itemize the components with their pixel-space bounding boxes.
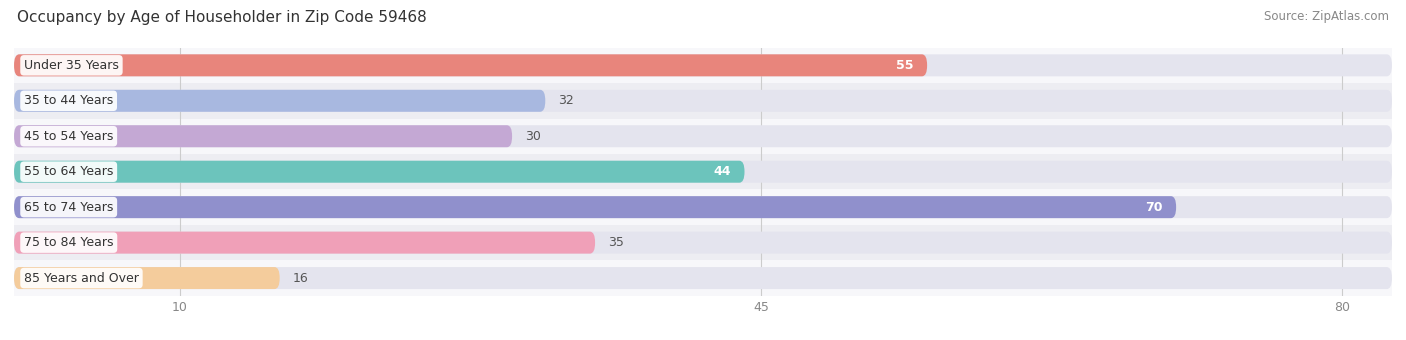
Text: Source: ZipAtlas.com: Source: ZipAtlas.com <box>1264 10 1389 23</box>
FancyBboxPatch shape <box>14 161 745 183</box>
Text: 70: 70 <box>1146 201 1163 214</box>
Text: 35: 35 <box>609 236 624 249</box>
Text: Occupancy by Age of Householder in Zip Code 59468: Occupancy by Age of Householder in Zip C… <box>17 10 426 25</box>
Text: 30: 30 <box>526 130 541 143</box>
FancyBboxPatch shape <box>14 125 512 147</box>
Bar <box>14 260 1392 296</box>
Text: 55 to 64 Years: 55 to 64 Years <box>24 165 114 178</box>
FancyBboxPatch shape <box>14 267 1392 289</box>
Text: 45 to 54 Years: 45 to 54 Years <box>24 130 114 143</box>
FancyBboxPatch shape <box>14 90 1392 112</box>
Text: 44: 44 <box>714 165 731 178</box>
Bar <box>14 189 1392 225</box>
Bar <box>14 225 1392 260</box>
Bar <box>14 83 1392 119</box>
Text: 85 Years and Over: 85 Years and Over <box>24 272 139 285</box>
Text: Under 35 Years: Under 35 Years <box>24 59 120 72</box>
Text: 32: 32 <box>558 94 574 107</box>
Text: 16: 16 <box>292 272 309 285</box>
FancyBboxPatch shape <box>14 232 595 254</box>
Bar <box>14 119 1392 154</box>
FancyBboxPatch shape <box>14 196 1177 218</box>
FancyBboxPatch shape <box>14 90 546 112</box>
FancyBboxPatch shape <box>14 54 1392 76</box>
FancyBboxPatch shape <box>14 54 927 76</box>
FancyBboxPatch shape <box>14 267 280 289</box>
FancyBboxPatch shape <box>14 125 1392 147</box>
Bar <box>14 154 1392 189</box>
FancyBboxPatch shape <box>14 232 1392 254</box>
Text: 75 to 84 Years: 75 to 84 Years <box>24 236 114 249</box>
Text: 65 to 74 Years: 65 to 74 Years <box>24 201 114 214</box>
FancyBboxPatch shape <box>14 161 1392 183</box>
Bar <box>14 48 1392 83</box>
Text: 55: 55 <box>897 59 914 72</box>
FancyBboxPatch shape <box>14 196 1392 218</box>
Text: 35 to 44 Years: 35 to 44 Years <box>24 94 114 107</box>
